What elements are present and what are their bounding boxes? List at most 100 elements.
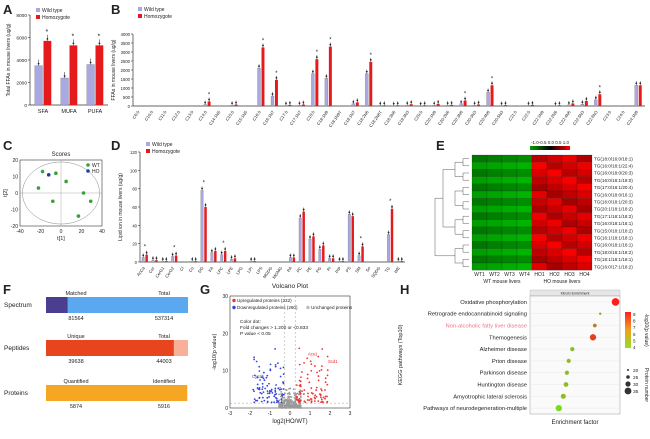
data-point — [338, 258, 341, 260]
heatmap-cell — [501, 241, 518, 249]
point-downregulated — [275, 397, 278, 400]
legend-label: Homozygote — [152, 149, 180, 155]
bar-wild-type — [324, 77, 329, 107]
data-point — [348, 211, 351, 214]
bar-homozygote — [331, 258, 335, 262]
legend-swatch — [146, 149, 150, 153]
category-label: Cl — [179, 266, 185, 272]
point-unchanged — [278, 402, 281, 404]
significance-mark: * — [222, 241, 225, 247]
data-point — [477, 101, 480, 104]
data-point — [175, 252, 177, 255]
point-unchanged — [280, 390, 283, 393]
panel-letter-a: A — [3, 2, 13, 17]
heatmap-cell — [546, 154, 563, 163]
point-upregulated — [299, 385, 302, 388]
data-point — [437, 100, 440, 103]
category-label: Cer — [148, 265, 156, 274]
point-downregulated — [268, 395, 271, 398]
heatmap-cell — [546, 183, 563, 192]
point-unchanged — [292, 388, 295, 391]
heatmap-cell — [561, 234, 578, 242]
point-upregulated — [306, 377, 309, 380]
point-downregulated — [275, 401, 278, 404]
data-point — [446, 102, 449, 104]
y-tick-label: 6000 — [16, 36, 27, 42]
data-point — [312, 233, 315, 236]
point-upregulated — [310, 400, 313, 403]
y-tick-label: 0 — [24, 103, 27, 109]
heatmap-cell — [471, 262, 488, 271]
bar-homozygote — [328, 46, 332, 106]
category-label: MGMG — [271, 266, 283, 280]
bar-homozygote — [174, 255, 178, 262]
significance-mark: * — [491, 76, 494, 82]
data-point — [258, 65, 260, 68]
heatmap-cell — [576, 198, 593, 206]
colorbar-tick: 9 — [633, 312, 636, 317]
point-unchanged — [292, 401, 295, 403]
dendrogram-branch — [454, 190, 463, 206]
column-label: WT4 — [519, 272, 530, 278]
bar-wild-type — [190, 260, 194, 263]
point-downregulated — [262, 371, 265, 374]
data-point — [423, 102, 426, 105]
bar-homozygote — [302, 211, 305, 262]
bar-wild-type — [308, 238, 312, 263]
bar-wild-type — [526, 105, 531, 107]
size-legend-title: Protein number — [643, 368, 649, 403]
bar-homozygote — [292, 257, 296, 262]
chart-title: Scores — [52, 152, 71, 158]
size-legend-dot — [624, 387, 632, 395]
y-axis-label: FFAs in mouse livers (ug/g) — [111, 39, 117, 100]
data-point — [63, 75, 66, 77]
heatmap-cell — [531, 176, 548, 184]
category-label: C24:0 — [615, 109, 626, 122]
plot-frame — [229, 295, 351, 409]
pathway-label: Alzheimer disease — [480, 347, 527, 353]
heatmap-cell — [546, 162, 563, 170]
y-tick-label: 8000 — [16, 13, 27, 19]
category-label: C14:1N5 — [208, 109, 222, 126]
point-downregulated — [258, 386, 261, 389]
category-label: C18:3N6 — [383, 109, 397, 126]
point-upregulated — [301, 390, 303, 393]
point-upregulated — [320, 401, 322, 404]
column-label: WT1 — [474, 272, 485, 278]
bar-homozygote — [361, 246, 364, 262]
size-legend-label: 20 — [633, 368, 639, 374]
point-upregulated — [300, 376, 302, 379]
bar-homozygote — [571, 103, 575, 106]
data-point — [329, 43, 332, 46]
row-label: TG(16:0/17:1/18:2) — [594, 264, 633, 269]
category-label: PUFA — [88, 109, 103, 115]
bar-wild-type — [298, 217, 302, 263]
point-upregulated — [309, 360, 312, 363]
bar-matched — [46, 385, 188, 401]
bar-wild-type — [567, 104, 571, 107]
point-downregulated — [263, 399, 266, 402]
heatmap-cell — [561, 241, 578, 249]
legend-label: Homozygote — [42, 15, 70, 21]
point-downregulated — [261, 386, 264, 388]
category-label: C18:1N9T — [328, 109, 343, 128]
bar-homozygote — [194, 261, 197, 262]
point-upregulated — [314, 394, 317, 397]
bar-wild-type — [220, 254, 224, 263]
bar-homozygote — [477, 104, 481, 106]
bar-homozygote — [490, 85, 494, 106]
point-downregulated — [259, 391, 262, 394]
bar-left-label: Unique — [67, 334, 84, 340]
x-tick-label: 2 — [329, 411, 332, 417]
size-legend-dot — [627, 369, 629, 371]
point-downregulated — [273, 395, 276, 398]
dendrogram-branch — [462, 187, 469, 195]
heatmap-cell — [531, 262, 548, 271]
category-label: C20:0 — [413, 109, 424, 122]
significance-mark: * — [329, 38, 332, 44]
point-downregulated — [274, 389, 277, 392]
data-point — [487, 89, 489, 92]
heatmap-cell — [531, 212, 548, 220]
heatmap-cell — [486, 183, 503, 192]
